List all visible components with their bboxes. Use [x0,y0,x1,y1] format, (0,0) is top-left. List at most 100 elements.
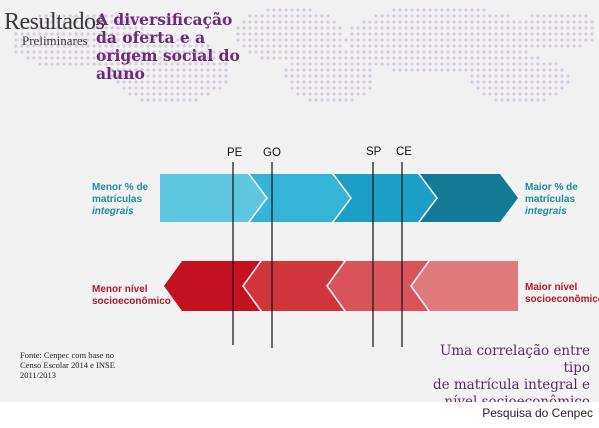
map-dot [494,62,498,66]
map-dot [188,62,192,66]
map-dot [308,38,312,42]
map-dot [548,80,552,84]
map-dot [152,68,156,72]
map-dot [140,68,144,72]
map-dot [380,32,384,36]
red-segment-1 [164,261,260,311]
map-dot [332,50,336,54]
map-dot [164,80,168,84]
state-label-sp: SP [366,146,382,158]
map-dot [296,20,300,24]
map-dot [458,20,462,24]
map-dot [74,56,78,60]
map-dot [548,14,552,18]
red-arrow [164,261,518,311]
map-dot [536,20,540,24]
map-dot [446,20,450,24]
red-right-label: Maior nível socioeconômico [525,282,599,306]
map-dot [86,26,90,30]
map-dot [536,74,540,78]
map-dot [560,20,564,24]
map-dot [194,86,198,90]
map-dot [278,50,282,54]
map-dot [314,74,318,78]
map-dot [392,38,396,42]
map-dot [500,14,504,18]
map-dot [434,8,438,12]
map-dot [362,32,366,36]
map-dot [26,20,30,24]
teal-arrow [160,174,518,222]
map-dot [536,14,540,18]
map-dot [470,44,474,48]
map-dot [296,38,300,42]
map-dot [110,56,114,60]
map-dot [182,92,186,96]
map-dot [134,62,138,66]
map-dot [176,50,180,54]
map-dot [488,62,492,66]
map-dot [572,38,576,42]
map-dot [560,26,564,30]
map-dot [302,32,306,36]
map-dot [374,38,378,42]
map-dot [548,92,552,96]
map-dot [470,20,474,24]
map-dot [338,98,342,102]
map-dot [500,50,504,54]
map-dot [308,92,312,96]
map-dot [266,32,270,36]
map-dot [584,26,588,30]
map-dot [566,26,570,30]
map-dot [536,98,540,102]
map-dot [494,74,498,78]
map-dot [524,62,528,66]
map-dot [278,44,282,48]
map-dot [350,92,354,96]
state-label-pe: PE [227,147,243,159]
map-dot [176,62,180,66]
teal-right-line-1: Maior % de [525,182,578,193]
map-dot [68,26,72,30]
map-dot [260,32,264,36]
map-dot [176,98,180,102]
source-line-3: 2011/2013 [20,370,57,380]
map-dot [452,32,456,36]
map-dot [374,32,378,36]
map-dot [410,8,414,12]
map-dot [518,20,522,24]
map-dot [416,8,420,12]
map-dot [14,32,18,36]
map-dot [266,20,270,24]
map-dot [548,32,552,36]
map-dot [500,32,504,36]
map-dot [272,14,276,18]
map-dot [434,20,438,24]
map-dot [410,62,414,66]
map-dot [524,92,528,96]
map-dot [320,80,324,84]
map-dot [98,26,102,30]
map-dot [590,26,594,30]
map-dot [212,74,216,78]
map-dot [566,14,570,18]
map-dot [356,86,360,90]
map-dot [428,32,432,36]
map-dot [440,50,444,54]
map-dot [320,62,324,66]
map-dot [38,14,42,18]
map-dot [494,44,498,48]
map-dot [476,26,480,30]
map-dot [182,56,186,60]
map-dot [410,20,414,24]
map-dot [410,38,414,42]
map-dot [524,32,528,36]
map-dot [410,50,414,54]
map-dot [464,38,468,42]
map-dot [38,62,42,66]
map-dot [482,56,486,60]
map-dot [176,38,180,42]
map-dot [446,50,450,54]
map-dot [68,20,72,24]
map-dot [506,98,510,102]
